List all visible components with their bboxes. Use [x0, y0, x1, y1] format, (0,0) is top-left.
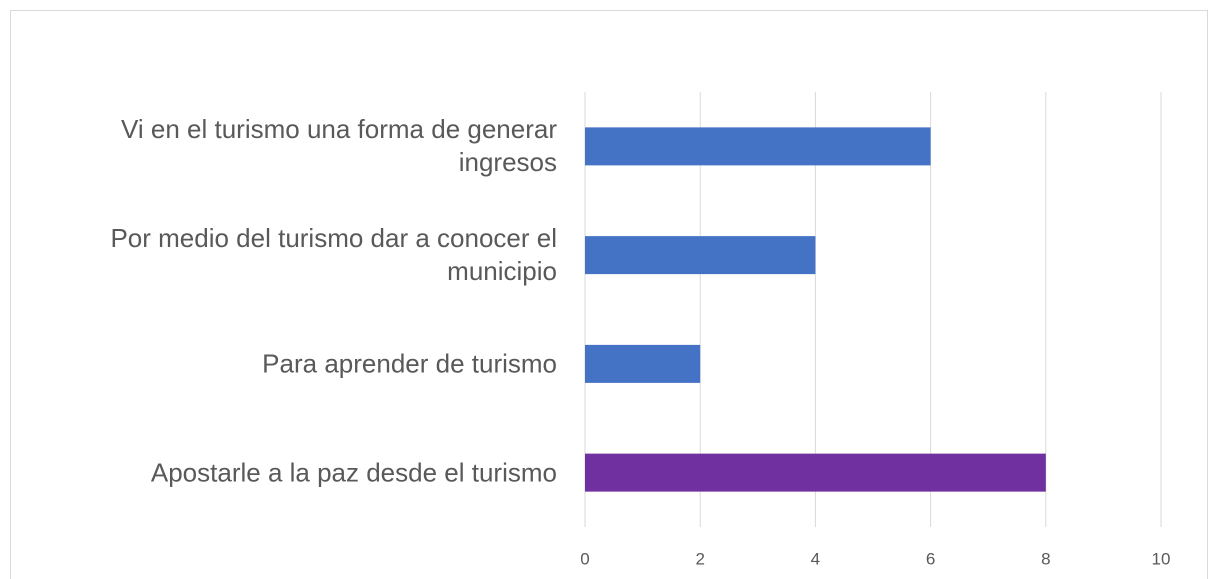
- y-tick-label: Por medio del turismo dar a conocer el m…: [110, 223, 557, 287]
- frame: [10, 10, 1208, 579]
- y-tick-label: Apostarle a la paz desde el turismo: [150, 457, 557, 488]
- x-tick-label: 4: [811, 549, 820, 568]
- y-tick-label: Para aprender de turismo: [262, 348, 557, 379]
- bar: [585, 453, 1046, 492]
- y-tick-label: Vi en el turismo una forma de generar in…: [121, 114, 557, 178]
- x-tick-label: 6: [926, 549, 935, 568]
- x-tick-label: 10: [1152, 549, 1171, 568]
- bar: [585, 236, 816, 275]
- x-tick-label: 0: [580, 549, 589, 568]
- x-tick-label: 2: [695, 549, 704, 568]
- bar: [585, 127, 931, 166]
- bar: [585, 344, 701, 383]
- x-tick-label: 8: [1041, 549, 1050, 568]
